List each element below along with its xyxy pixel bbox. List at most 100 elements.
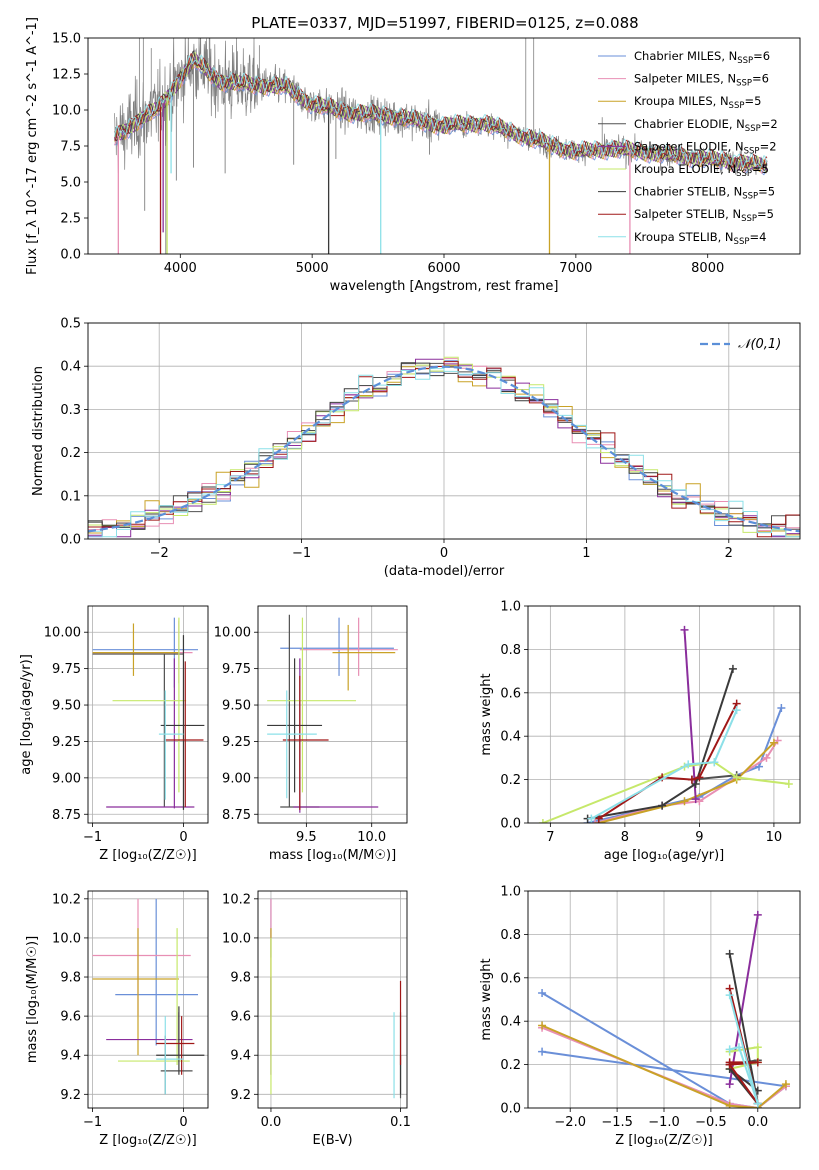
y-tick-label: 0.3: [60, 403, 81, 418]
y-tick-label: 7.5: [60, 140, 81, 155]
x-tick-label: 8000: [691, 261, 724, 276]
y-tick-label: 0.8: [500, 643, 521, 658]
y-tick-label: 9.75: [52, 662, 81, 677]
mass-weight-marker: [725, 1101, 734, 1108]
y-tick-label: 0.5: [60, 317, 81, 332]
x-tick-label: 4000: [164, 261, 197, 276]
mass-weight-marker: [725, 1045, 734, 1054]
y-tick-label: 0.2: [500, 773, 521, 788]
mass-weight-marker: [725, 949, 734, 958]
mass-weight-marker: [732, 706, 741, 715]
mass-weight-marker: [728, 664, 737, 673]
mass-weight-marker: [735, 1043, 744, 1052]
legend-label: Kroupa ELODIE, NSSP=5: [634, 162, 769, 179]
legend-label: Salpeter ELODIE, NSSP=2: [634, 139, 777, 156]
x-tick-label: 9.5: [296, 830, 317, 845]
x-tick-label: 10: [766, 830, 783, 845]
y-tick-label: 0.0: [60, 248, 81, 263]
figure-title: PLATE=0337, MJD=51997, FIBERID=0125, z=0…: [251, 14, 638, 32]
x-axis-label: Z [log₁₀(Z/Z☉)]: [99, 848, 196, 863]
mass-weight-marker: [784, 779, 793, 788]
y-tick-label: 10.2: [52, 892, 81, 907]
plot-area: [267, 614, 398, 813]
y-axis-label: Normed distribution: [31, 366, 46, 496]
axes-frame: [87, 605, 209, 824]
mass-weight-marker: [753, 910, 762, 919]
y-axis-label: age [log₁₀(age/yr)]: [19, 654, 34, 775]
mass-vs-metallicity-panel: −1 0 9.2 9.4 9.6 9.8 10.0 10.2 Z [log₁₀(Z/Z☉)] ma…: [25, 890, 209, 1148]
x-tick-label: 5000: [296, 261, 329, 276]
mass-weight-marker: [538, 1021, 547, 1030]
mass-weight-marker: [680, 625, 689, 634]
plot-area: [88, 356, 800, 539]
axes-frame: [257, 890, 408, 1109]
y-tick-label: 10.00: [214, 626, 251, 641]
legend-label: Chabrier MILES, NSSP=6: [634, 49, 770, 66]
mass-vs-reddening-panel: 0.0 0.1 9.2 9.4 9.6 9.8 10.0 10.2 E(B-V): [222, 890, 411, 1148]
age-vs-metallicity-panel: −1 0 8.75 9.00 9.25 9.50 9.75 10.00 Z [log₁₀(Z/Z…: [19, 605, 209, 863]
spectrum-legend: Chabrier MILES, NSSP=6 Salpeter MILES, NS…: [598, 49, 778, 247]
legend-label: Chabrier ELODIE, NSSP=2: [634, 117, 778, 134]
y-tick-label: 9.75: [222, 662, 251, 677]
y-tick-label: 0.8: [500, 928, 521, 943]
mass-weight-marker: [753, 1099, 762, 1108]
plot-area: [92, 617, 205, 810]
y-axis-label: Flux [f_λ 10^-17 erg cm^-2 s^-1 A^-1]: [25, 17, 40, 275]
x-tick-label: 0: [179, 830, 187, 845]
y-tick-label: 0.2: [500, 1058, 521, 1073]
y-tick-label: 0.4: [500, 730, 521, 745]
normal-reference-curve: [88, 365, 800, 533]
y-tick-label: 10.00: [44, 626, 81, 641]
mass-weight-marker: [594, 814, 603, 823]
y-tick-label: 12.5: [52, 68, 81, 83]
y-tick-label: 1.0: [500, 600, 521, 615]
y-tick-label: 8.75: [52, 808, 81, 823]
y-tick-label: 9.2: [230, 1088, 251, 1103]
plot-area: [113, 38, 768, 254]
y-tick-label: 10.0: [52, 104, 81, 119]
axes-frame: [257, 605, 408, 824]
mass-weight-series-line: [541, 992, 789, 1108]
x-tick-label: −1: [83, 830, 102, 845]
mass-weight-marker: [538, 819, 547, 823]
mass-weight-marker: [725, 1080, 734, 1089]
y-tick-label: 0.6: [500, 686, 521, 701]
y-tick-label: 9.00: [52, 771, 81, 786]
x-tick-label: 0: [179, 1115, 187, 1130]
x-axis-label: age [log₁₀(age/yr)]: [604, 848, 725, 863]
y-tick-label: 15.0: [52, 32, 81, 47]
plot-area: [538, 910, 790, 1108]
y-tick-label: 9.00: [222, 771, 251, 786]
y-tick-label: 9.8: [60, 971, 81, 986]
y-tick-label: 9.25: [222, 735, 251, 750]
legend-label: Chabrier STELIB, NSSP=5: [634, 185, 775, 202]
mass-weight-series-line: [728, 953, 759, 1105]
y-tick-label: 10.2: [222, 892, 251, 907]
mass-weight-marker: [762, 753, 771, 762]
mass-weight-series-line: [590, 709, 738, 820]
age-vs-mass-panel: 9.5 10.0 8.75 9.00 9.25 9.50 9.75 10.00 mass [lo…: [214, 605, 408, 863]
x-tick-label: 0.0: [747, 1115, 768, 1130]
legend-label: Kroupa MILES, NSSP=5: [634, 94, 761, 111]
plot-area: [92, 898, 205, 1095]
x-tick-label: 6000: [427, 261, 460, 276]
mass-weight-marker: [695, 773, 704, 782]
mass-weight-series-line: [728, 914, 759, 1085]
axes-frame: [527, 605, 801, 824]
x-tick-label: 2: [725, 546, 733, 561]
mass-weight-series-line: [683, 629, 697, 800]
y-tick-label: 0.1: [60, 489, 81, 504]
x-tick-label: −0.5: [695, 1115, 727, 1130]
mass-weight-marker: [725, 991, 734, 1000]
mass-weight-marker: [781, 1080, 790, 1089]
y-tick-label: 9.4: [60, 1049, 81, 1064]
y-tick-label: 5.0: [60, 176, 81, 191]
x-tick-label: 0: [440, 546, 448, 561]
mass-weight-series-line: [598, 741, 775, 823]
mass-weight-series-line: [541, 1024, 787, 1108]
y-tick-label: 9.4: [230, 1049, 251, 1064]
x-axis-label: Z [log₁₀(Z/Z☉)]: [99, 1133, 196, 1148]
x-tick-label: 8: [621, 830, 629, 845]
x-axis-label: Z [log₁₀(Z/Z☉)]: [615, 1133, 712, 1148]
